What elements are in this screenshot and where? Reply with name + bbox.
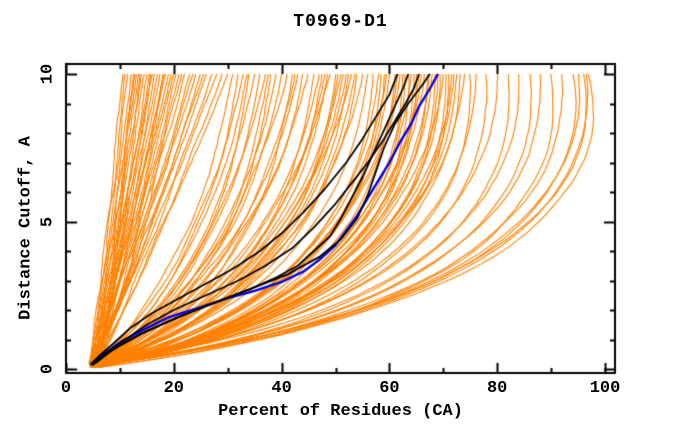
y-tick-label: 0 xyxy=(38,363,58,375)
x-tick-label: 40 xyxy=(271,379,292,398)
x-axis-label: Percent of Residues (CA) xyxy=(218,402,463,421)
x-tick-label: 80 xyxy=(486,379,508,398)
x-tick-label: 100 xyxy=(589,379,621,398)
x-tick-label: 20 xyxy=(163,379,184,398)
y-tick-label: 5 xyxy=(38,216,58,227)
x-tick-label: 60 xyxy=(379,379,400,398)
x-tick-label: 0 xyxy=(60,379,72,398)
y-axis-label: Distance Cutoff, A xyxy=(16,136,36,320)
y-tick-label: 10 xyxy=(38,63,58,85)
chart-title: T0969-D1 xyxy=(293,12,388,32)
